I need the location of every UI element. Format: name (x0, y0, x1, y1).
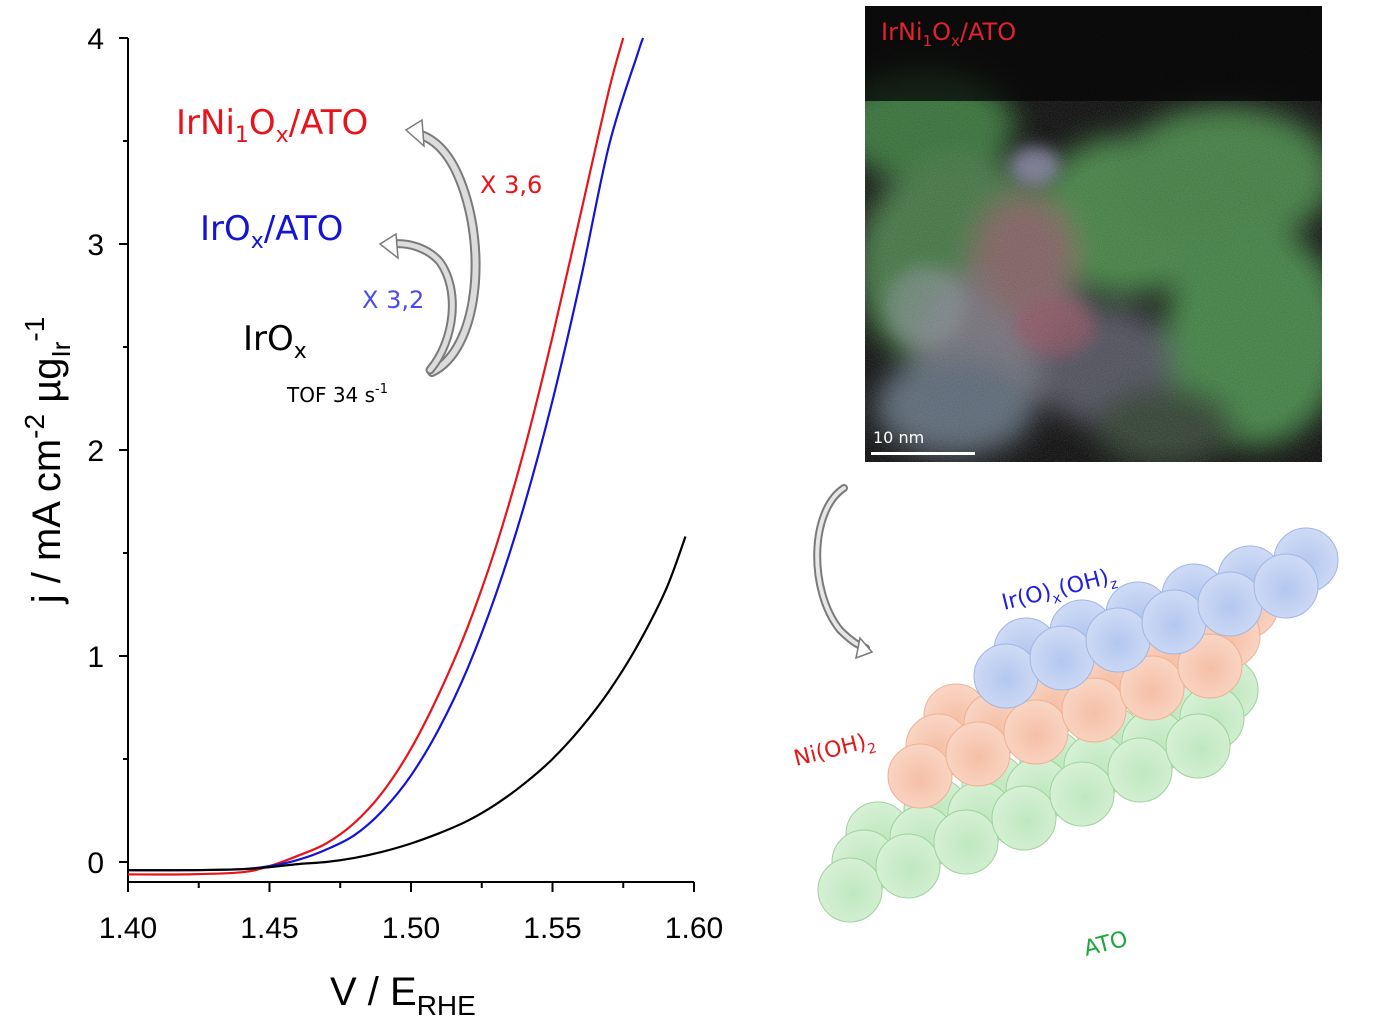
nioh-sphere (887, 743, 953, 809)
layer-illustration: Ir(O)x(OH)z Ni(OH)2 ATO (791, 484, 1339, 962)
iroxoh-sphere (1141, 589, 1207, 655)
ato-sphere (1049, 761, 1115, 827)
curved-arrow-icon (378, 118, 481, 377)
label-factor-red: X 3,6 (480, 171, 542, 199)
series-line-3 (127, 536, 687, 872)
nioh-sphere (1061, 677, 1127, 743)
y-tick-label: 3 (87, 229, 104, 262)
iroxoh-sphere (1253, 553, 1319, 619)
x-axis: 1.40 1.45 1.50 1.55 1.60 (99, 881, 723, 945)
tem-title: IrNi1Ox/ATO (881, 18, 1017, 50)
iroxoh-sphere (1029, 625, 1095, 691)
layer-label-mid: Ni(OH)2 (791, 728, 878, 776)
x-tick-label: 1.50 (382, 912, 440, 945)
layer-label-top: Ir(O)x(OH)z (999, 563, 1119, 619)
y-tick-label: 4 (87, 23, 104, 56)
y-tick-label: 0 (87, 847, 104, 880)
y-tick-label: 2 (87, 435, 104, 468)
label-irox: IrOx (243, 319, 307, 364)
curved-arrow-icon (813, 484, 874, 660)
ato-sphere (1165, 713, 1231, 779)
polarization-chart: 0 1 2 3 4 1.40 1.45 1.50 1.55 1.60 V / ERHE j / … (19, 23, 723, 1021)
scale-bar-label: 10 nm (873, 428, 925, 447)
iroxoh-sphere (1085, 607, 1151, 673)
x-tick-label: 1.40 (99, 912, 157, 945)
nioh-sphere (1003, 699, 1069, 765)
ato-sphere (817, 857, 883, 923)
ato-sphere (1107, 737, 1173, 803)
ato-sphere (933, 809, 999, 875)
x-tick-label: 1.45 (240, 912, 298, 945)
ato-sphere (991, 785, 1057, 851)
y-axis-title: j / mA cm-2 µgIr-1 (19, 317, 76, 605)
iroxoh-sphere (973, 643, 1039, 709)
nioh-sphere (1119, 655, 1185, 721)
scale-bar (871, 452, 975, 455)
x-tick-label: 1.55 (523, 912, 581, 945)
x-tick-label: 1.60 (665, 912, 723, 945)
y-axis: 0 1 2 3 4 (87, 23, 129, 882)
ato-sphere (875, 833, 941, 899)
label-irni1ox-ato: IrNi1Ox/ATO (176, 103, 368, 148)
nioh-sphere (945, 721, 1011, 787)
iroxoh-sphere (1197, 571, 1263, 637)
tem-edx-map-image: IrNi1Ox/ATO 10 nm (865, 6, 1322, 462)
label-tof: TOF 34 s-1 (286, 382, 388, 407)
x-axis-title: V / ERHE (330, 970, 476, 1021)
nioh-sphere (1177, 633, 1243, 699)
y-tick-label: 1 (87, 641, 104, 674)
label-irox-ato: IrOx/ATO (200, 209, 343, 254)
tem-map-picture (865, 6, 1322, 462)
layer-label-bottom: ATO (1081, 927, 1130, 962)
series-line-1 (127, 37, 625, 876)
label-factor-blue: X 3,2 (362, 286, 424, 314)
